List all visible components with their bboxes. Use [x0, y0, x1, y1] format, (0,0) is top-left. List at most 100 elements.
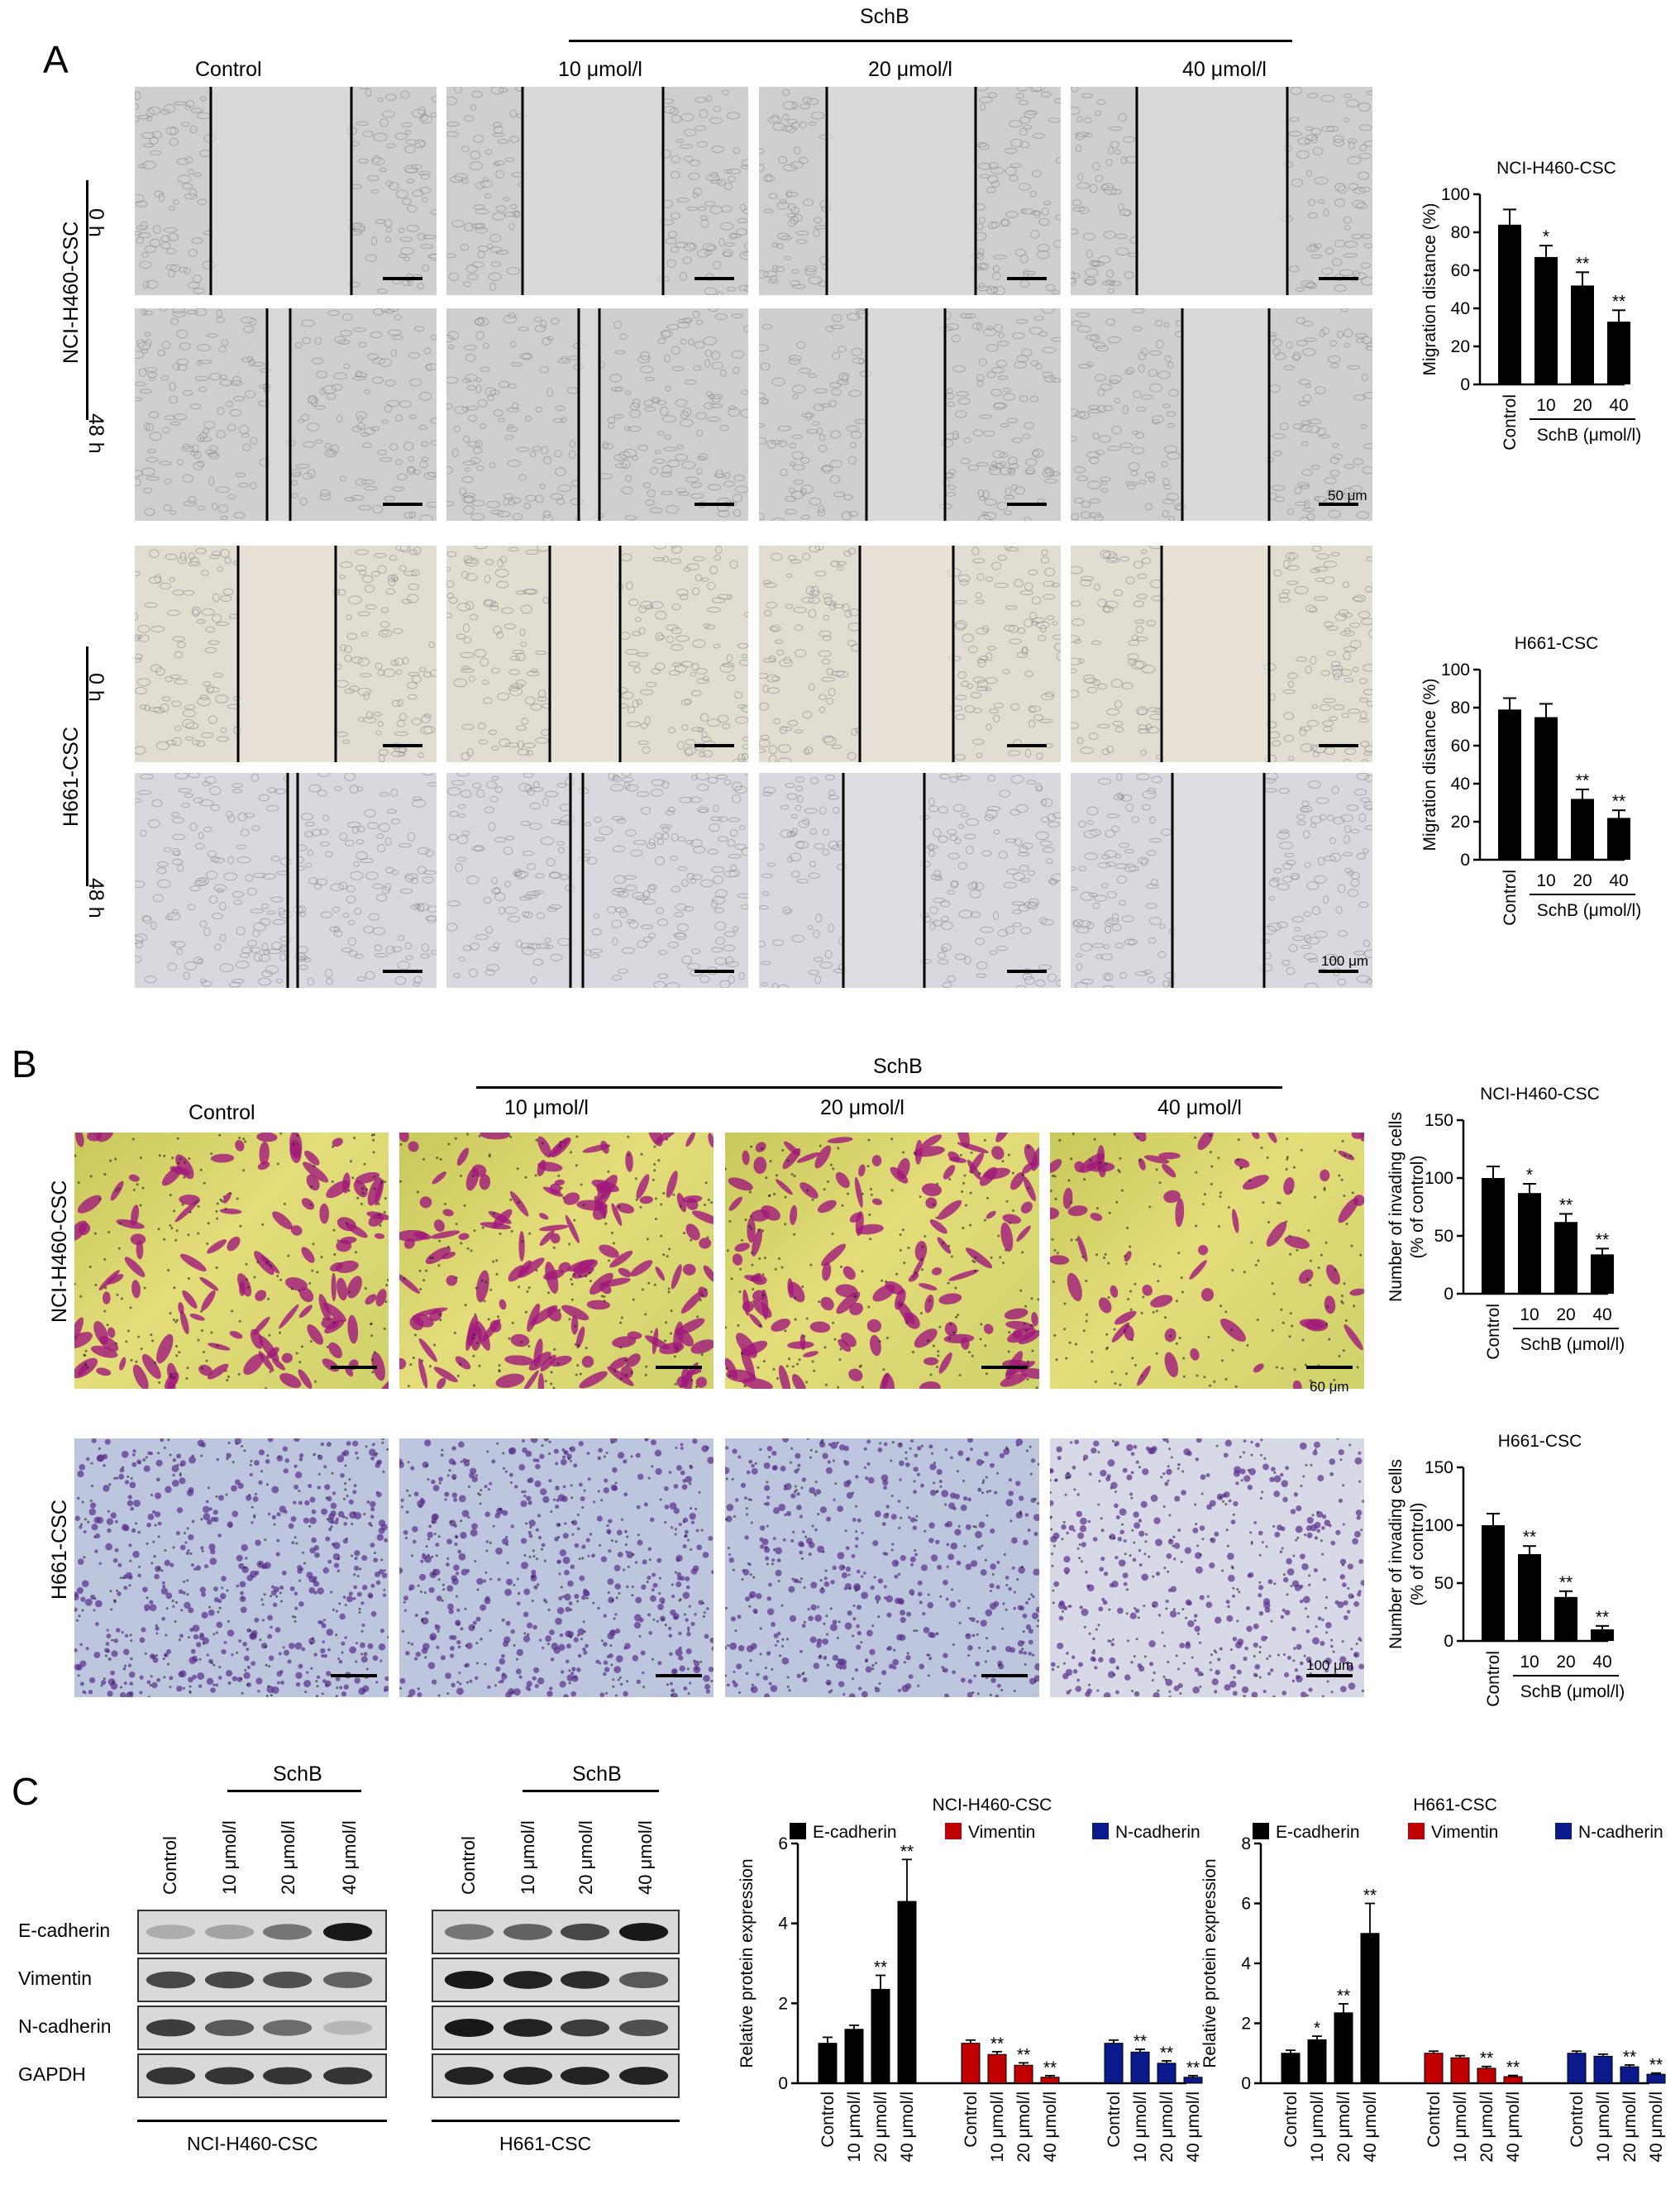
- y-tick-label: 40: [1451, 775, 1470, 794]
- invasion-image: [1050, 1133, 1364, 1389]
- x-tick-label: 20: [1573, 871, 1592, 890]
- blot-lane-label: Control: [458, 1836, 479, 1895]
- protein-label-vim: Vimentin: [18, 1967, 93, 1989]
- x-tick-label: Control: [1105, 2091, 1124, 2148]
- bar: [1567, 2053, 1587, 2084]
- x-tick-label: 20: [1556, 1305, 1575, 1324]
- x-tick-label: 20: [1556, 1653, 1575, 1672]
- panel-b-scale-100: 100 μm: [1306, 1657, 1354, 1673]
- panel-a-letter: A: [43, 38, 69, 81]
- bar: [1014, 2064, 1033, 2084]
- legend-swatch: [1408, 1823, 1425, 1839]
- blot2-title: H661-CSC: [499, 2133, 592, 2154]
- y-tick-label: 0: [1460, 851, 1470, 870]
- panel-a-scale-100: 100 μm: [1321, 953, 1369, 969]
- chart-title: H661-CSC: [1515, 634, 1599, 653]
- y-tick-label: 0: [778, 2074, 788, 2093]
- bar: [1607, 322, 1630, 384]
- x-tick-label: 40 μmol/l: [1041, 2091, 1060, 2163]
- y-tick-label: 0: [1460, 375, 1470, 394]
- y-tick-label: 40: [1451, 299, 1470, 318]
- invasion-image: [74, 1438, 389, 1697]
- x-tick-label: 20 μmol/l: [1477, 2091, 1496, 2163]
- blot-strip: [432, 2053, 680, 2098]
- bar: [1498, 224, 1521, 384]
- panel-b-h460-label: NCI-H460-CSC: [48, 1180, 71, 1323]
- protein-label-ncad: N-cadherin: [18, 2015, 112, 2037]
- panel-a-h661-label: H661-CSC: [60, 727, 83, 827]
- x-tick-label: Control: [1425, 2091, 1444, 2148]
- legend-swatch: [945, 1823, 962, 1839]
- y-tick-label: 50: [1434, 1227, 1453, 1246]
- panel-b-col-10: 10 μmol/l: [504, 1096, 589, 1119]
- panel-a-h460-bracket: [86, 180, 88, 420]
- y-tick-label: 100: [1441, 185, 1470, 204]
- bar: [1503, 2076, 1523, 2084]
- chart-title: NCI-H460-CSC: [933, 1796, 1052, 1815]
- chart-svg: NCI-H460-CSC 0 50 100 150 Number of invading …: [1386, 1085, 1625, 1360]
- y-tick-label: 0: [1241, 2074, 1251, 2093]
- wound-image: [759, 773, 1061, 988]
- y-axis-label: Migration distance (%): [1420, 203, 1439, 376]
- y-tick-label: 80: [1451, 699, 1470, 718]
- chart-title: NCI-H460-CSC: [1480, 1085, 1600, 1104]
- blot2-underline: [432, 2120, 680, 2122]
- significance-mark: **: [1596, 1608, 1609, 1627]
- significance-mark: *: [1526, 1166, 1533, 1185]
- y-tick-label: 150: [1425, 1458, 1453, 1477]
- significance-mark: **: [1506, 2058, 1520, 2077]
- panel-a-h460-label: NCI-H460-CSC: [60, 221, 83, 364]
- blot-lane-label: Control: [160, 1836, 180, 1895]
- significance-mark: **: [1017, 2045, 1030, 2064]
- significance-mark: **: [1186, 2058, 1200, 2077]
- x-tick-label: 40 μmol/l: [1184, 2091, 1203, 2163]
- y-tick-label: 6: [1241, 1895, 1251, 1914]
- significance-mark: **: [1160, 2044, 1173, 2063]
- y-tick-label: 2: [778, 1994, 788, 2013]
- x-tick-label: 40 μmol/l: [1647, 2091, 1666, 2163]
- panel-b-letter: B: [12, 1042, 37, 1085]
- chart-b2: H661-CSC 0 50 100 150 Number of invading cell…: [1372, 1422, 1670, 1753]
- wound-image: [135, 773, 437, 988]
- y-tick-label: 150: [1425, 1111, 1453, 1130]
- panel-a-col-40: 40 μmol/l: [1182, 58, 1267, 81]
- y-tick-label: 8: [1241, 1834, 1251, 1853]
- bar: [1518, 1193, 1541, 1294]
- wound-image: [135, 87, 437, 295]
- panel-a-schb-line: [569, 40, 1292, 42]
- x-group-label: SchB (μmol/l): [1520, 1335, 1625, 1354]
- significance-mark: **: [1649, 2056, 1663, 2075]
- bar: [1518, 1554, 1541, 1641]
- blot-lane-label: 40 μmol/l: [339, 1820, 360, 1895]
- significance-mark: **: [1134, 2032, 1147, 2051]
- significance-mark: **: [1596, 1230, 1609, 1249]
- legend-label: Vimentin: [968, 1823, 1035, 1842]
- significance-mark: **: [1612, 792, 1625, 811]
- panel-b-scale-60: 60 μm: [1310, 1379, 1349, 1395]
- blot-lane-label: 20 μmol/l: [575, 1820, 596, 1895]
- significance-mark: **: [1623, 2048, 1636, 2067]
- bar: [818, 2043, 838, 2084]
- bar: [1040, 2077, 1060, 2084]
- y-tick-label: 80: [1451, 223, 1470, 242]
- x-tick-label: 10: [1520, 1305, 1539, 1324]
- y-tick-label: 2: [1241, 2015, 1251, 2034]
- x-tick-label: 40: [1592, 1305, 1611, 1324]
- wound-image: [135, 308, 437, 521]
- blot-strip: [432, 1910, 680, 1954]
- x-tick-label: 20 μmol/l: [1620, 2091, 1639, 2163]
- y-axis-label: Number of invading cells: [1386, 1459, 1406, 1649]
- blot-lane-label: 10 μmol/l: [219, 1820, 240, 1895]
- blot-strip: [137, 1958, 387, 2002]
- panel-c-blot1-schb-line: [227, 1790, 361, 1792]
- significance-mark: **: [1363, 1886, 1377, 1905]
- bar: [1571, 799, 1594, 860]
- significance-mark: **: [1576, 771, 1589, 790]
- bar: [1534, 717, 1558, 860]
- x-tick-label: Control: [1281, 2091, 1301, 2148]
- y-tick-label: 20: [1451, 337, 1470, 356]
- bar: [844, 2029, 864, 2084]
- blot-strip: [137, 2006, 387, 2050]
- chart-a2: H661-CSC 0 20 40 60 80 100 Migration distance (…: [1389, 634, 1670, 967]
